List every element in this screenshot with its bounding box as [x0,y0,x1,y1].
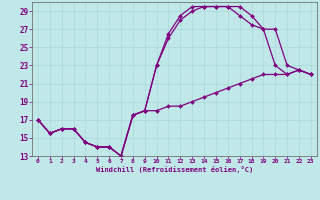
X-axis label: Windchill (Refroidissement éolien,°C): Windchill (Refroidissement éolien,°C) [96,166,253,173]
